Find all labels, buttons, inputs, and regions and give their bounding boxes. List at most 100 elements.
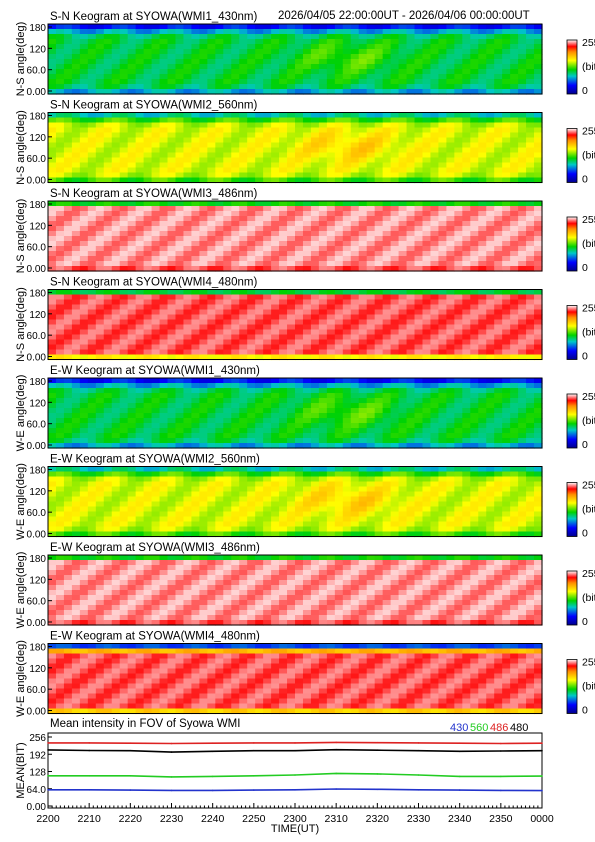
keogram-cell — [287, 261, 296, 267]
keogram-cell — [95, 211, 105, 217]
keogram-cell — [48, 89, 57, 95]
keogram-cell — [422, 157, 432, 164]
keogram-cell — [279, 511, 288, 518]
keogram-cell — [175, 44, 185, 50]
keogram-cell — [366, 393, 376, 399]
keogram-cell — [151, 418, 161, 424]
keogram-cell — [422, 324, 432, 331]
keogram-cell — [398, 339, 408, 346]
keogram-cell — [95, 531, 105, 538]
keogram-cell — [326, 54, 336, 60]
keogram-cell — [223, 491, 232, 498]
keogram-cell — [422, 29, 432, 35]
keogram-cell — [271, 481, 280, 488]
keogram-image — [48, 112, 543, 184]
keogram-cell — [207, 388, 216, 394]
keogram-cell — [215, 309, 224, 316]
keogram-cell — [366, 334, 376, 341]
keogram-cell — [63, 167, 73, 174]
keogram-cell — [502, 294, 511, 301]
keogram-cell — [454, 383, 463, 389]
keogram-cell — [279, 84, 288, 90]
keogram-cell — [462, 74, 471, 80]
keogram-cell — [263, 466, 272, 473]
keogram-cell — [462, 378, 471, 384]
keogram-cell — [95, 266, 105, 272]
keogram-cell — [239, 266, 248, 272]
keogram-cell — [119, 334, 129, 341]
keogram-cell — [518, 246, 527, 252]
keogram-cell — [127, 54, 137, 60]
keogram-cell — [55, 211, 65, 217]
keogram-cell — [478, 309, 487, 316]
keogram-cell — [318, 44, 328, 50]
keogram-cell — [215, 44, 224, 50]
keogram-cell — [111, 122, 121, 129]
keogram-cell — [199, 201, 208, 207]
keogram-cell — [478, 74, 487, 80]
keogram-cell — [374, 418, 384, 424]
keogram-cell — [478, 231, 487, 237]
keogram-cell — [87, 201, 97, 207]
keogram-cell — [486, 226, 495, 232]
keogram-cell — [199, 152, 208, 159]
keogram-cell — [502, 251, 511, 257]
keogram-cell — [287, 319, 296, 326]
keogram-cell — [159, 59, 169, 65]
keogram-cell — [55, 162, 65, 169]
keogram-cell — [374, 241, 384, 247]
keogram-cell — [247, 354, 256, 361]
keogram-cell — [326, 466, 336, 473]
keogram-cell — [48, 481, 57, 488]
keogram-cell — [350, 152, 360, 159]
keogram-cell — [175, 309, 185, 316]
keogram-cell — [255, 74, 264, 80]
keogram-cell — [318, 266, 328, 272]
keogram-cell — [430, 137, 440, 144]
keogram-cell — [287, 349, 296, 356]
keogram-cell — [175, 59, 185, 65]
keogram-cell — [478, 117, 487, 124]
keogram-cell — [111, 162, 121, 169]
keogram-cell — [231, 344, 240, 351]
keogram-cell — [79, 74, 89, 80]
keogram-cell — [79, 506, 89, 513]
keogram-cell — [334, 344, 344, 351]
keogram-cell — [438, 408, 447, 414]
keogram-cell — [191, 314, 200, 321]
keogram-cell — [342, 241, 352, 247]
keogram-cell — [191, 433, 200, 439]
keogram-cell — [87, 142, 97, 149]
keogram-cell — [494, 428, 503, 434]
keogram-cell — [295, 354, 304, 361]
keogram-cell — [247, 294, 256, 301]
keogram-cell — [478, 64, 487, 70]
keogram-cell — [486, 147, 495, 154]
keogram-cell — [350, 299, 360, 306]
keogram-cell — [111, 24, 121, 30]
keogram-cell — [231, 309, 240, 316]
keogram-cell — [119, 137, 129, 144]
keogram-cell — [215, 117, 224, 124]
keogram-cell — [462, 246, 471, 252]
keogram-cell — [207, 49, 216, 55]
keogram-cell — [534, 393, 543, 399]
keogram-cell — [63, 511, 73, 518]
keogram-cell — [446, 112, 455, 119]
keogram-cell — [287, 289, 296, 296]
keogram-cell — [470, 266, 479, 272]
keogram-cell — [279, 476, 288, 483]
keogram-cell — [215, 521, 224, 528]
keogram-cell — [95, 147, 105, 154]
keogram-cell — [302, 246, 312, 252]
keogram-cell — [422, 393, 432, 399]
keogram-cell — [215, 236, 224, 242]
keogram-cell — [103, 506, 113, 513]
keogram-cell — [406, 167, 416, 174]
keogram-cell — [95, 339, 105, 346]
keogram-cell — [302, 324, 312, 331]
keogram-cell — [287, 531, 296, 538]
keogram-cell — [119, 157, 129, 164]
keogram-cell — [334, 132, 344, 139]
keogram-cell — [334, 201, 344, 207]
